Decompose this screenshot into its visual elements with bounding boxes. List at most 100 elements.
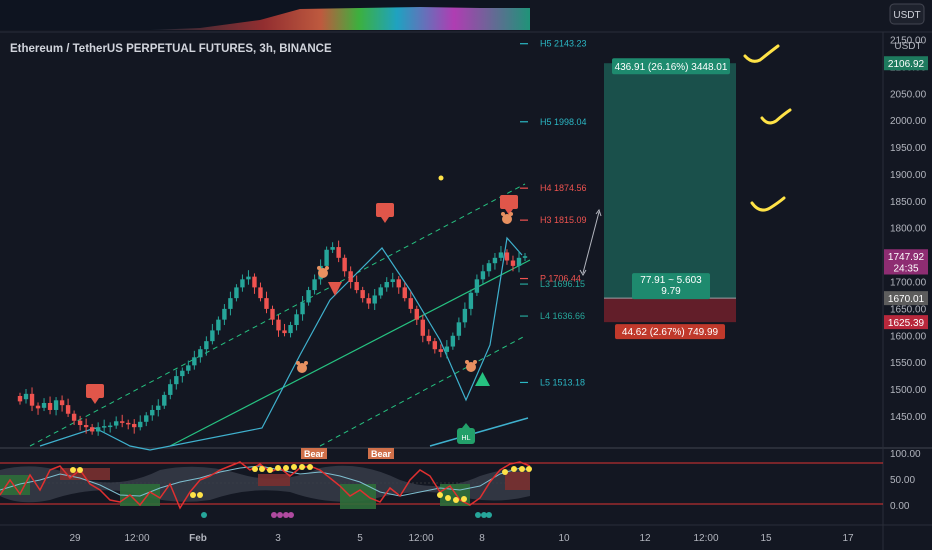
candle xyxy=(95,422,101,436)
candle xyxy=(486,259,492,277)
svg-text:2106.92: 2106.92 xyxy=(888,59,925,70)
candle xyxy=(468,289,474,316)
candle xyxy=(198,345,203,363)
pivot-level-label: L5 1513.18 xyxy=(540,377,585,387)
histogram-bar xyxy=(505,472,530,490)
bear-head-icon xyxy=(296,361,308,373)
candle xyxy=(360,286,365,303)
stop-zone[interactable] xyxy=(604,298,736,323)
candle xyxy=(234,284,239,302)
price-tick-label: 1600.00 xyxy=(890,331,927,342)
candle xyxy=(126,419,131,430)
time-tick-label: 12 xyxy=(639,533,651,544)
price-axis[interactable]: 2150.002100.002050.002000.001950.001900.… xyxy=(890,36,927,423)
candle xyxy=(65,398,71,417)
candle xyxy=(252,273,257,294)
candle xyxy=(222,304,227,326)
candle xyxy=(510,255,516,272)
candle xyxy=(498,245,504,262)
candle xyxy=(101,419,107,433)
candle xyxy=(438,344,444,358)
pivot-level: P 1706.44 xyxy=(520,274,581,284)
pivot-level-label: H5 2143.23 xyxy=(540,39,587,49)
pivot-level: L4 1636.66 xyxy=(520,311,585,321)
candle xyxy=(23,389,29,404)
candle xyxy=(444,340,450,359)
candle xyxy=(450,332,456,350)
check-mark-icon[interactable] xyxy=(743,44,780,63)
svg-text:24:35: 24:35 xyxy=(893,263,918,274)
signal-dot xyxy=(438,175,444,181)
oscillator-line xyxy=(0,461,531,510)
candle xyxy=(192,350,197,370)
candle xyxy=(276,314,281,337)
time-tick-label: 10 xyxy=(558,533,570,544)
candle xyxy=(408,291,413,314)
long-position-tool[interactable]: 436.91 (26.16%) 3448.01 77.91 ~ 5.6039.79… xyxy=(604,58,736,340)
pivot-level-label: H3 1815.09 xyxy=(540,215,587,225)
heat-strip xyxy=(150,7,530,30)
candle xyxy=(258,282,263,302)
time-tick-label: 15 xyxy=(760,533,772,544)
candle xyxy=(59,395,65,412)
channel-upper-line[interactable] xyxy=(29,183,526,447)
svg-text:1625.39: 1625.39 xyxy=(888,318,925,329)
candle xyxy=(294,309,299,331)
candle xyxy=(378,284,383,299)
time-tick-label: 12:00 xyxy=(408,533,433,544)
price-tick-label: 2050.00 xyxy=(890,89,927,100)
candle xyxy=(35,402,41,415)
candle xyxy=(144,412,149,427)
ratio-label: 77.91 ~ 5.603 xyxy=(640,275,702,286)
candle xyxy=(162,391,167,409)
bear-label: Bear xyxy=(368,448,394,459)
channel-mid-line[interactable] xyxy=(169,259,531,447)
candle xyxy=(71,410,77,426)
candle xyxy=(330,242,335,253)
bear-head-icon xyxy=(317,266,329,278)
bear-head-icon xyxy=(465,360,477,372)
target-label-box xyxy=(612,58,730,75)
osc-tick-100: 100.00 xyxy=(890,449,921,460)
time-tick-label: 12:00 xyxy=(693,533,718,544)
pivot-level-label: H4 1874.56 xyxy=(540,183,587,193)
candle xyxy=(41,398,47,412)
pivot-level: H3 1815.09 xyxy=(520,215,587,225)
bear-head-icon xyxy=(501,212,513,224)
price-tick-label: 1900.00 xyxy=(890,170,927,181)
regression-channel[interactable] xyxy=(29,183,531,447)
price-tick-label: 1850.00 xyxy=(890,197,927,208)
chart-title: Ethereum / TetherUS PERPETUAL FUTURES, 3… xyxy=(10,43,332,55)
candle xyxy=(240,274,245,292)
candle xyxy=(396,276,401,294)
svg-text:1747.92: 1747.92 xyxy=(888,252,925,263)
range-arrow[interactable] xyxy=(579,208,602,276)
currency-button-label: USDT xyxy=(893,10,920,21)
last-price-badge: 1747.92 xyxy=(884,249,928,264)
annotation-checkmarks[interactable] xyxy=(743,44,792,212)
target-zone[interactable] xyxy=(604,63,736,299)
currency-button[interactable] xyxy=(889,3,925,25)
trend-line[interactable] xyxy=(429,417,529,447)
price-tick-label: 1450.00 xyxy=(890,412,927,423)
ratio-value: 9.79 xyxy=(661,286,681,297)
time-tick-label: 29 xyxy=(69,533,81,544)
candle xyxy=(504,249,510,265)
candle xyxy=(456,317,462,341)
check-mark-icon[interactable] xyxy=(760,108,792,125)
osc-tick-0: 0.00 xyxy=(890,501,910,512)
candle xyxy=(120,414,125,428)
pivot-level: H5 2143.23 xyxy=(520,39,587,49)
candle xyxy=(288,321,293,338)
channel-lower-line[interactable] xyxy=(319,335,526,447)
pivot-level-label: L3 1696.15 xyxy=(540,279,585,289)
zigzag-line[interactable] xyxy=(39,236,523,451)
oscillator-dots xyxy=(70,464,532,503)
stop-label-box xyxy=(615,324,725,340)
candle xyxy=(150,405,155,421)
sell-triangle-icon xyxy=(328,282,342,296)
target-price-badge: 2106.92 xyxy=(884,56,928,71)
check-mark-icon[interactable] xyxy=(750,196,786,212)
time-axis[interactable]: 29 12:00 Feb 3 5 12:00 8 10 12 12:00 15 17 xyxy=(69,533,854,544)
countdown-badge: 24:35 xyxy=(884,260,928,275)
